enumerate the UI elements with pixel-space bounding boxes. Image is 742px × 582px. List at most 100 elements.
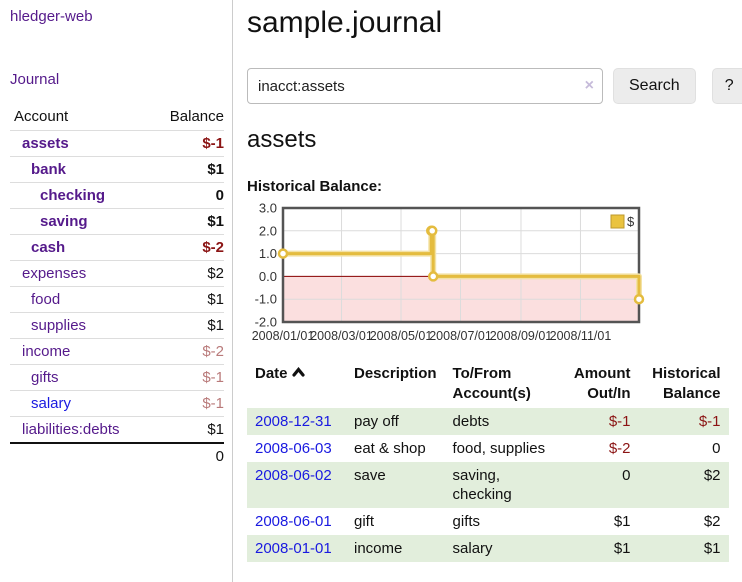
search-row: × Search ? [247, 68, 742, 104]
amount-header: Amount Out/In [573, 365, 631, 402]
transaction-amount: $-2 [608, 440, 631, 457]
account-balance: $1 [207, 213, 224, 230]
main-content: sample.journal × Search ? assets Histori… [233, 0, 742, 582]
transaction-row[interactable]: 2008-01-01 income salary $1 $1 [247, 535, 729, 562]
transaction-date-link[interactable]: 2008-06-02 [255, 467, 332, 484]
accounts-table: Account Balance assets $-1 bank $1 check… [10, 104, 224, 472]
account-row: expenses $2 [10, 260, 224, 287]
account-link-income[interactable]: income [22, 343, 71, 360]
transaction-date-link[interactable]: 2008-01-01 [255, 540, 332, 557]
account-link-supplies[interactable]: supplies [31, 317, 87, 334]
transaction-accounts: debts [452, 413, 490, 430]
account-row: liabilities:debts $1 [10, 416, 224, 444]
search-wrap: × [247, 68, 603, 104]
accounts-header-account: Account [14, 108, 69, 125]
page-title: sample.journal [247, 6, 443, 39]
search-help-button[interactable]: ? [711, 68, 742, 104]
account-link-checking[interactable]: checking [40, 187, 106, 204]
transaction-date-link[interactable]: 2008-06-03 [255, 440, 332, 457]
transaction-description: gift [354, 513, 375, 530]
account-link-food[interactable]: food [31, 291, 61, 308]
svg-text:2008/01/01: 2008/01/01 [252, 329, 315, 343]
sort-by-date-header[interactable]: Date [247, 360, 346, 408]
historical-balance-chart[interactable]: $3.0 2.0 1.0 0.0 -1.0 -2.02008/01/012008/03/0… [247, 201, 649, 350]
svg-text:3.0: 3.0 [259, 201, 277, 216]
account-header: To/From Account(s) [452, 365, 531, 402]
transaction-row[interactable]: 2008-06-01 gift gifts $1 $2 [247, 508, 729, 535]
transaction-amount: $1 [613, 540, 631, 557]
transaction-amount: 0 [622, 467, 631, 484]
search-input[interactable] [247, 68, 603, 104]
svg-text:2008/11/01: 2008/11/01 [550, 329, 612, 343]
svg-text:2008/09/01: 2008/09/01 [490, 329, 553, 343]
account-row: food $1 [10, 286, 224, 313]
transaction-row[interactable]: 2008-06-03 eat & shop food, supplies $-2… [247, 435, 729, 462]
description-header: Description [354, 365, 437, 382]
account-link-saving[interactable]: saving [40, 213, 88, 230]
account-balance: $-1 [202, 135, 224, 152]
account-balance: $1 [207, 317, 224, 334]
svg-text:2008/05/01: 2008/05/01 [370, 329, 433, 343]
svg-text:2.0: 2.0 [259, 223, 277, 238]
svg-text:$: $ [627, 214, 635, 229]
svg-text:2008/03/01: 2008/03/01 [310, 329, 373, 343]
transaction-balance: $2 [703, 513, 721, 530]
transaction-accounts: gifts [452, 513, 481, 530]
svg-text:2008/07/01: 2008/07/01 [429, 329, 492, 343]
sort-ascending-icon [291, 364, 305, 384]
account-link-salary[interactable]: salary [31, 395, 72, 412]
svg-text:-2.0: -2.0 [255, 315, 277, 330]
transaction-balance: $1 [703, 540, 721, 557]
transaction-amount: $1 [613, 513, 631, 530]
transactions-header-row: Date Description To/From Account(s) Amou… [247, 360, 729, 408]
sidebar: hledger-web Journal Account Balance asse… [0, 0, 233, 582]
account-link-assets[interactable]: assets [22, 135, 69, 152]
account-row: income $-2 [10, 338, 224, 365]
accounts-total-row: 0 [10, 442, 224, 472]
account-link-cash[interactable]: cash [31, 239, 66, 256]
account-link-gifts[interactable]: gifts [31, 369, 59, 386]
balance-header: Historical Balance [652, 365, 721, 402]
account-link-expenses[interactable]: expenses [22, 265, 87, 282]
transaction-description: save [354, 467, 386, 484]
account-heading: assets [247, 126, 317, 153]
transaction-description: eat & shop [354, 440, 426, 457]
transaction-description: income [354, 540, 403, 557]
sidebar-item-journal[interactable]: Journal [10, 71, 60, 88]
transaction-row[interactable]: 2008-06-02 save saving, checking 0 $2 [247, 462, 729, 508]
account-link-bank[interactable]: bank [31, 161, 67, 178]
account-row: gifts $-1 [10, 364, 224, 391]
account-row: bank $1 [10, 156, 224, 183]
accounts-total: 0 [149, 442, 224, 472]
account-balance: $1 [207, 291, 224, 308]
account-row: salary $-1 [10, 390, 224, 417]
account-balance: $-1 [202, 395, 224, 412]
account-balance: $1 [207, 421, 224, 438]
transaction-balance: 0 [712, 440, 721, 457]
transaction-description: pay off [354, 413, 399, 430]
clear-search-icon[interactable]: × [584, 77, 594, 94]
transactions-table: Date Description To/From Account(s) Amou… [247, 360, 729, 562]
account-balance: $2 [207, 265, 224, 282]
account-row: saving $1 [10, 208, 224, 235]
transaction-date-link[interactable]: 2008-06-01 [255, 513, 332, 530]
transaction-accounts: saving, checking [452, 467, 512, 503]
search-button[interactable]: Search [613, 68, 696, 104]
account-balance: 0 [215, 187, 224, 204]
date-header-label: Date [255, 365, 288, 382]
transaction-row[interactable]: 2008-12-31 pay off debts $-1 $-1 [247, 408, 729, 435]
svg-text:0.0: 0.0 [259, 269, 277, 284]
transaction-date-link[interactable]: 2008-12-31 [255, 413, 332, 430]
account-link-liabilities-debts[interactable]: liabilities:debts [22, 421, 120, 438]
transaction-balance: $-1 [698, 413, 721, 430]
account-balance: $-2 [202, 343, 224, 360]
svg-text:1.0: 1.0 [259, 246, 277, 261]
account-balance: $-2 [202, 239, 224, 256]
account-balance: $-1 [202, 369, 224, 386]
account-row: checking 0 [10, 182, 224, 209]
account-row: assets $-1 [10, 130, 224, 157]
transaction-accounts: food, supplies [452, 440, 546, 457]
app-title-link[interactable]: hledger-web [10, 8, 93, 25]
transaction-balance: $2 [703, 467, 721, 484]
